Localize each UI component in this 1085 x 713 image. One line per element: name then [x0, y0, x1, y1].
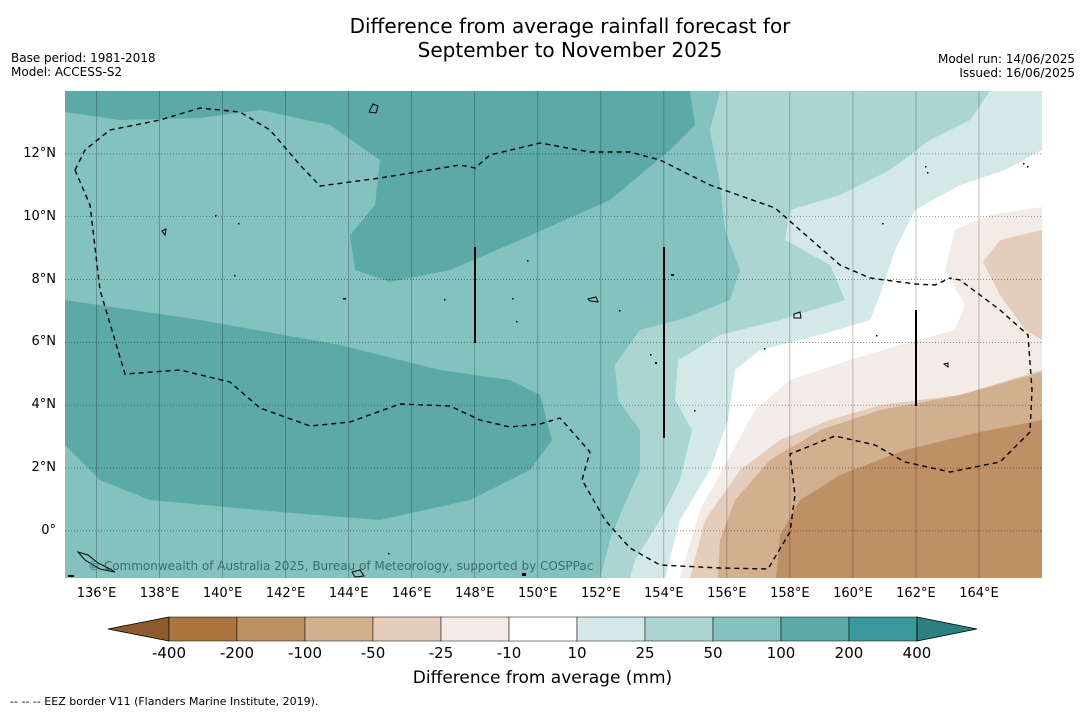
islands — [76, 103, 949, 578]
lon-tick-140: 140°E — [202, 586, 243, 601]
colorbar-tick-8: 50 — [703, 644, 723, 662]
colorbar-label: Difference from average (mm) — [412, 668, 673, 688]
meta-left: Base period: 1981-2018 Model: ACCESS-S2 — [11, 51, 156, 79]
rainfall-band-100-200-south — [65, 300, 552, 520]
colorbar-bin-9 — [780, 616, 850, 642]
lon-tick-160: 160°E — [833, 586, 873, 601]
eez-border-west — [74, 107, 951, 286]
small-island-dots — [68, 163, 1029, 577]
colorbar-tick-0: -400 — [151, 644, 187, 662]
colorbar-bin-0 — [168, 616, 238, 642]
lon-tick-164: 164°E — [959, 586, 999, 601]
title-line-2: September to November 2025 — [417, 38, 723, 62]
copyright-notice: © Commonwealth of Australia 2025, Bureau… — [88, 559, 593, 573]
title-line-1: Difference from average rainfall forecas… — [349, 14, 791, 38]
tropical-markers — [474, 247, 917, 438]
lon-tick-156: 156°E — [707, 586, 747, 601]
colorbar-tick-7: 25 — [635, 644, 655, 662]
rainfall-band-minus-100-minus-200 — [776, 420, 1042, 578]
colorbar-tick-5: -10 — [496, 644, 522, 662]
lon-tick-146: 146°E — [391, 586, 432, 601]
lat-tick-6: 6°N — [31, 334, 57, 350]
lon-tick-154: 154°E — [644, 586, 684, 601]
colorbar-extend-low — [107, 616, 170, 642]
map-title: Difference from average rainfall forecas… — [270, 14, 870, 62]
lon-tick-152: 152°E — [581, 586, 621, 601]
lon-tick-158: 158°E — [770, 586, 810, 601]
lon-tick-150: 150°E — [517, 586, 558, 601]
model-run-text: Model run: 14/06/2025 — [937, 52, 1075, 66]
colorbar-bin-3 — [372, 616, 442, 642]
colorbar-tick-6: 10 — [567, 644, 587, 662]
lat-tick-0: 0° — [41, 522, 56, 538]
colorbar-tick-11: 400 — [902, 644, 932, 662]
base-period-text: Base period: 1981-2018 — [11, 51, 156, 65]
lon-tick-138: 138°E — [139, 586, 180, 601]
meta-right: Model run: 14/06/2025 Issued: 16/06/2025 — [938, 52, 1075, 80]
colorbar-bin-8 — [712, 616, 782, 642]
rainfall-band-100-200-north — [65, 91, 695, 282]
colorbar-bin-1 — [236, 616, 306, 642]
lat-tick-10: 10°N — [23, 208, 56, 224]
colorbar-bin-5 — [508, 616, 578, 642]
colorbar-tick-9: 100 — [766, 644, 796, 662]
colorbar-tick-1: -200 — [219, 644, 255, 662]
model-text: Model: ACCESS-S2 — [11, 65, 123, 79]
colorbar-bin-10 — [848, 616, 918, 642]
colorbar-bin-6 — [576, 616, 646, 642]
colorbar-bin-4 — [440, 616, 510, 642]
eez-footer-note: -- -- -- EEZ border V11 (Flanders Marine… — [10, 695, 319, 708]
colorbar-tick-2: -100 — [287, 644, 323, 662]
colorbar-extend-high — [916, 616, 978, 642]
lon-tick-144: 144°E — [328, 586, 369, 601]
lon-tick-162: 162°E — [896, 586, 936, 601]
lon-tick-142: 142°E — [265, 586, 306, 601]
lon-tick-136: 136°E — [76, 586, 117, 601]
lat-tick-12: 12°N — [23, 145, 56, 161]
lat-tick-2: 2°N — [31, 460, 57, 476]
lon-tick-148: 148°E — [454, 586, 495, 601]
issued-text: Issued: 16/06/2025 — [959, 66, 1075, 80]
map-area: © Commonwealth of Australia 2025, Bureau… — [65, 91, 1042, 578]
lat-tick-8: 8°N — [31, 271, 57, 287]
colorbar-bin-2 — [304, 616, 374, 642]
colorbar — [107, 616, 978, 642]
colorbar-tick-3: -50 — [360, 644, 386, 662]
colorbar-bin-7 — [644, 616, 714, 642]
gridlines — [65, 91, 1042, 578]
colorbar-tick-10: 200 — [834, 644, 864, 662]
colorbar-tick-4: -25 — [428, 644, 454, 662]
lat-tick-4: 4°N — [31, 397, 57, 413]
